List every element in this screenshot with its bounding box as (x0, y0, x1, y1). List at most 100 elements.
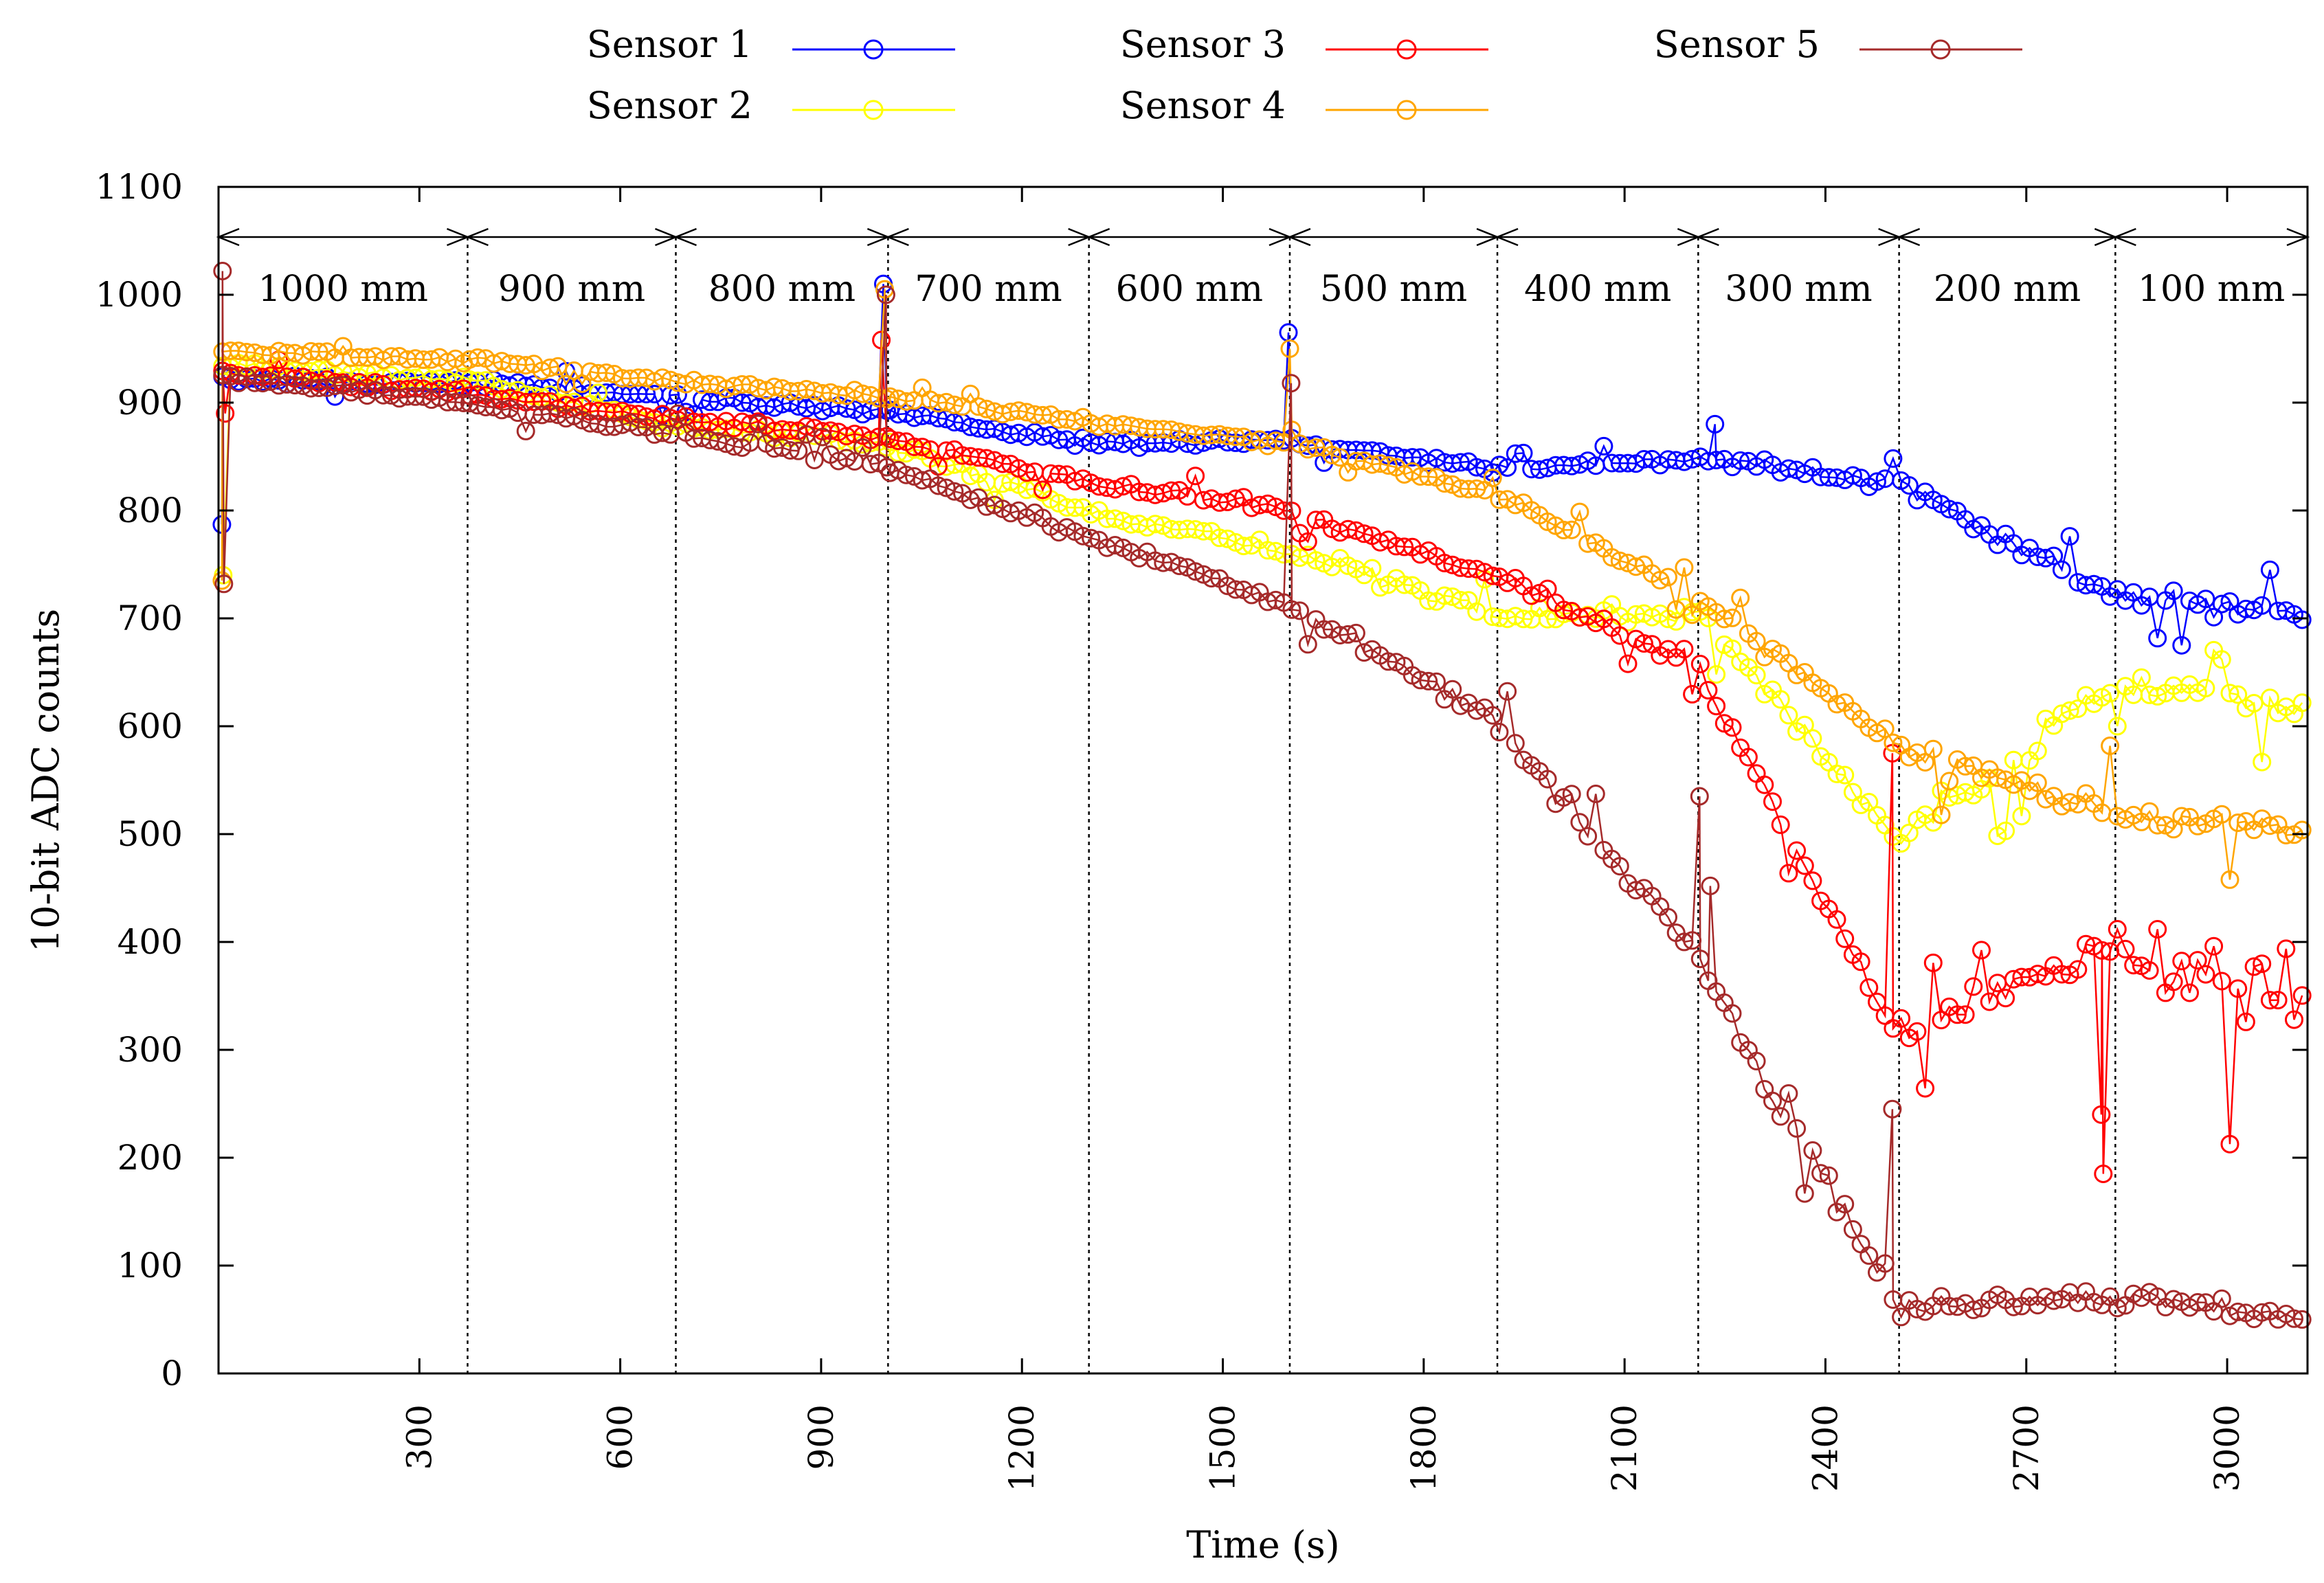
data-point (2044, 1291, 2064, 1310)
data-point (1113, 477, 1132, 496)
data-point (2101, 737, 2120, 755)
data-point (1747, 666, 1766, 685)
data-point (2077, 934, 2095, 954)
data-point (2212, 594, 2231, 614)
x-tick-label: 2100 (1605, 1404, 1644, 1492)
data-point (1706, 414, 1725, 434)
segment-label: 400 mm (1524, 269, 1671, 310)
data-point (2220, 1134, 2239, 1154)
data-point (1315, 620, 1334, 639)
data-point (937, 478, 956, 497)
data-point (1827, 910, 1846, 929)
data-point (1106, 480, 1125, 499)
data-point (1106, 509, 1125, 528)
segment-arrow-head-left (673, 227, 697, 247)
data-point (2285, 1010, 2303, 1029)
data-point (1001, 473, 1020, 491)
data-point (2260, 816, 2279, 835)
data-point (1202, 569, 1221, 588)
data-point (1701, 876, 1720, 895)
data-point (1282, 374, 1301, 393)
data-point (1226, 580, 1245, 599)
data-point (1280, 339, 1299, 358)
data-point (2212, 1289, 2231, 1308)
legend-entry-sensor-4: Sensor 4 (1120, 84, 1488, 127)
data-point (1803, 1141, 1822, 1160)
data-point (1884, 733, 1903, 752)
series-sensor-4 (212, 280, 2312, 889)
data-point (1875, 719, 1895, 739)
data-point (2188, 816, 2207, 835)
data-point (1771, 1107, 1790, 1126)
segment-label: 100 mm (2138, 269, 2285, 310)
data-point (2012, 807, 2031, 826)
data-point (326, 377, 344, 396)
data-point (1884, 449, 1903, 468)
data-point (1506, 734, 1525, 753)
data-point (1690, 950, 1710, 969)
data-point (1339, 556, 1358, 575)
data-point (1627, 881, 1646, 900)
data-point (1690, 787, 1709, 806)
y-tick-label: 200 (118, 1138, 183, 1178)
data-point (309, 342, 328, 361)
data-point (446, 392, 465, 412)
data-point (2101, 684, 2120, 703)
data-point (1892, 1009, 1911, 1028)
data-point (2052, 704, 2071, 723)
data-point (1923, 739, 1943, 759)
data-point (1779, 1084, 1798, 1103)
data-point (1506, 495, 1525, 515)
data-point (2124, 956, 2143, 975)
data-point (1707, 665, 1726, 684)
x-tick-label: 2700 (2007, 1404, 2046, 1492)
data-point (1916, 753, 1935, 772)
data-point (2036, 789, 2055, 809)
data-point (2172, 807, 2191, 826)
data-point (629, 418, 648, 436)
data-point (1956, 1005, 1975, 1024)
data-point (1506, 444, 1525, 463)
data-point (781, 441, 800, 460)
legend-label-sensor-1: Sensor 1 (587, 23, 752, 66)
data-point (2068, 960, 2088, 979)
data-point (596, 363, 616, 382)
data-point (1787, 665, 1807, 684)
legend: Sensor 1 Sensor 2 Sensor 3 Sensor 4 Sens… (587, 23, 2022, 127)
x-tick-label: 3000 (2207, 1404, 2247, 1492)
data-point (1932, 1011, 1951, 1030)
data-point (1427, 672, 1446, 691)
data-point (1610, 551, 1629, 570)
data-point (837, 449, 856, 468)
data-point (2228, 1302, 2248, 1321)
data-point (1403, 448, 1422, 467)
data-point (2028, 965, 2047, 984)
data-point (2196, 679, 2215, 697)
x-tick-label: 2400 (1805, 1404, 1845, 1492)
data-point (945, 482, 964, 501)
data-point (1835, 929, 1855, 948)
data-point (1779, 864, 1798, 883)
data-point (2044, 546, 2064, 565)
data-point (1859, 1246, 1879, 1265)
data-point (516, 356, 535, 375)
y-tick-label: 1000 (96, 275, 183, 315)
data-point (1763, 1091, 1782, 1110)
data-point (1731, 451, 1750, 470)
data-point (2244, 957, 2264, 976)
data-point (1683, 605, 1702, 625)
plot-frame (217, 186, 2309, 1375)
data-point (1707, 451, 1726, 470)
data-point (1634, 634, 1653, 653)
data-point (1498, 682, 1517, 701)
data-point (2204, 607, 2224, 627)
legend-label-sensor-3: Sensor 3 (1120, 23, 1286, 66)
data-point (1627, 557, 1646, 576)
data-point (2060, 793, 2079, 812)
data-point (653, 423, 672, 442)
data-point (212, 571, 232, 590)
x-tick-label: 1500 (1203, 1404, 1243, 1492)
data-point (1835, 1195, 1855, 1214)
data-point (1875, 1254, 1895, 1273)
x-tick-label: 300 (399, 1404, 439, 1470)
